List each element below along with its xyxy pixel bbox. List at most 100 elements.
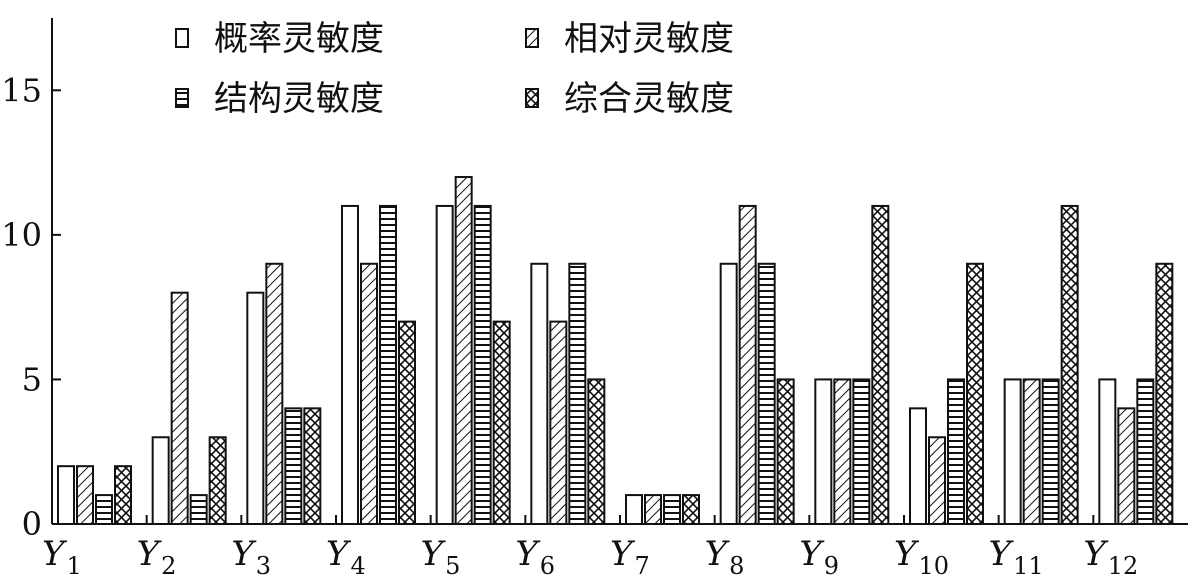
bar-Y2-series-3: [189, 494, 208, 526]
bar-Y6-series-1: [530, 262, 549, 525]
legend-swatch-2: [525, 28, 539, 48]
bar-Y1-series-4: [114, 465, 132, 525]
legend-label-1: 概率灵敏度: [214, 19, 384, 59]
bar-Y6-series-2: [549, 320, 568, 525]
x-tick-label-main: Y: [515, 534, 541, 574]
legend-label-2: 相对灵敏度: [564, 19, 734, 59]
bar-Y5-series-4: [492, 320, 511, 525]
bar-Y2-series-4: [208, 436, 227, 525]
bar-Y4-series-3: [379, 204, 397, 525]
bar-Y3-series-1: [246, 291, 265, 525]
x-tick-label: Y5: [421, 534, 461, 580]
x-tick-label-main: Y: [989, 534, 1015, 574]
legend-swatch-1: [175, 28, 189, 48]
x-tick-label-main: Y: [894, 534, 920, 574]
y-tick-labels: 0 5 10 15: [1, 71, 42, 543]
bar-Y1-series-2: [76, 465, 94, 525]
bar-Y12-series-2: [1117, 407, 1136, 526]
bar-Y4-series-4: [398, 320, 416, 525]
bar-Y3-series-4: [303, 407, 322, 526]
bar-Y8-series-3: [757, 262, 776, 525]
x-tick-label-subscript: 2: [161, 552, 176, 580]
x-tick-label: Y12: [1083, 534, 1138, 580]
x-tick-label-subscript: 3: [256, 552, 271, 580]
x-tick-label-subscript: 4: [350, 552, 365, 580]
legend-swatch-4: [525, 88, 539, 108]
x-tick-label-subscript: 5: [445, 552, 460, 580]
bar-Y3-series-3: [284, 407, 303, 526]
x-tick-label-subscript: 10: [918, 552, 949, 580]
bar-Y10-series-2: [928, 436, 946, 525]
legend-label-4: 综合灵敏度: [564, 79, 734, 119]
x-tick-label: Y10: [894, 534, 949, 580]
bar-Y8-series-1: [719, 262, 738, 525]
x-tick-label-subscript: 6: [540, 552, 555, 580]
x-tick-label-subscript: 11: [1013, 552, 1044, 580]
bar-Y5-series-3: [473, 204, 492, 525]
bars: [57, 176, 1174, 526]
x-tick-label-subscript: 1: [66, 552, 81, 580]
bar-Y11-series-1: [1003, 378, 1022, 525]
x-tick-label-main: Y: [799, 534, 825, 574]
bar-Y4-series-2: [360, 262, 378, 525]
x-tick-label: Y7: [610, 534, 650, 580]
y-tick-label: 0: [22, 505, 42, 543]
bar-Y8-series-2: [738, 204, 757, 525]
y-tick-label: 5: [22, 360, 42, 398]
bar-Y5-series-2: [454, 176, 473, 525]
bar-Y7-series-2: [644, 494, 662, 526]
bar-Y9-series-2: [833, 378, 852, 525]
bar-Y4-series-1: [341, 204, 359, 525]
bar-Y11-series-2: [1022, 378, 1041, 525]
x-tick-label: Y1: [42, 534, 82, 580]
bar-Y10-series-3: [947, 378, 965, 525]
x-tick-label-main: Y: [610, 534, 636, 574]
bar-Y12-series-3: [1136, 378, 1155, 525]
x-tick-label-main: Y: [231, 534, 257, 574]
bar-Y11-series-4: [1060, 204, 1079, 525]
bar-Y7-series-1: [625, 494, 643, 526]
bar-Y12-series-1: [1098, 378, 1117, 525]
bar-Y2-series-2: [170, 291, 189, 525]
bar-Y5-series-1: [435, 204, 454, 525]
bar-Y9-series-3: [852, 378, 871, 525]
bar-Y10-series-1: [909, 407, 927, 526]
legend-label-3: 结构灵敏度: [214, 79, 384, 119]
bar-Y2-series-1: [151, 436, 170, 525]
x-tick-label-main: Y: [42, 534, 68, 574]
x-tick-label-main: Y: [326, 534, 352, 574]
bar-Y6-series-4: [587, 378, 606, 525]
y-tick-label: 10: [1, 216, 42, 254]
x-tick-label: Y6: [515, 534, 555, 580]
bar-Y1-series-1: [57, 465, 75, 525]
bar-Y8-series-4: [776, 378, 795, 525]
bar-Y9-series-1: [814, 378, 833, 525]
x-tick-label-subscript: 7: [634, 552, 649, 580]
axes: [51, 18, 1188, 525]
bar-Y3-series-2: [265, 262, 284, 525]
x-tick-label: Y3: [231, 534, 271, 580]
x-tick-label: Y8: [705, 534, 745, 580]
x-tick-label: Y4: [326, 534, 366, 580]
bar-Y12-series-4: [1155, 262, 1174, 525]
x-tick-label-main: Y: [421, 534, 447, 574]
legend-swatch-3: [175, 88, 189, 108]
x-tick-label-main: Y: [137, 534, 163, 574]
x-tick-label: Y11: [989, 534, 1044, 580]
bar-Y7-series-4: [682, 494, 700, 526]
bar-Y9-series-4: [871, 204, 890, 525]
x-tick-labels: Y1 Y2 Y3 Y4 Y5 Y6 Y7 Y8 Y9 Y10 Y11 Y12: [42, 534, 1138, 580]
bar-Y11-series-3: [1041, 378, 1060, 525]
bar-Y10-series-4: [966, 262, 984, 525]
bar-Y7-series-3: [663, 494, 681, 526]
bar-Y6-series-3: [568, 262, 587, 525]
y-tick-label: 15: [1, 71, 42, 109]
x-tick-label-main: Y: [1083, 534, 1109, 574]
x-tick-label-subscript: 9: [824, 552, 839, 580]
bar-Y1-series-3: [95, 494, 113, 526]
x-tick-label-subscript: 8: [729, 552, 744, 580]
x-tick-label-subscript: 12: [1108, 552, 1139, 580]
x-tick-label-main: Y: [705, 534, 731, 574]
